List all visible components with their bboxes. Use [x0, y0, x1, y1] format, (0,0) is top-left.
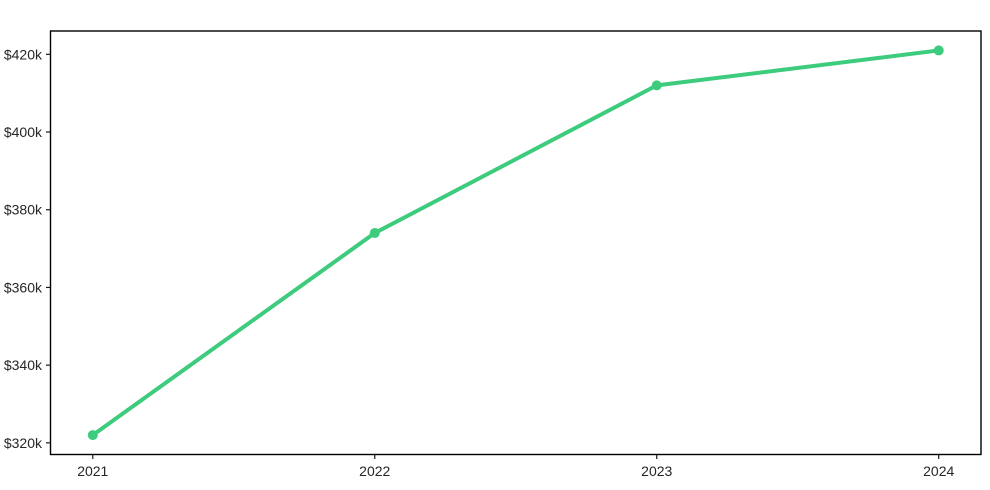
y-tick-label: $380k [4, 202, 43, 218]
plot-frame [49, 30, 982, 456]
data-point-marker [651, 80, 662, 91]
x-tick-label: 2023 [641, 463, 672, 479]
data-point-marker [933, 45, 944, 56]
median-home-value-line [90, 48, 941, 438]
y-tick-label: $360k [4, 279, 43, 295]
y-tick-label: $340k [4, 357, 43, 373]
x-tick-label: 2024 [923, 463, 954, 479]
data-point-marker [87, 430, 98, 441]
y-tick-label: $400k [4, 124, 43, 140]
x-tick-label: 2021 [77, 463, 108, 479]
y-tick-label: $320k [4, 435, 43, 451]
x-tick-label: 2022 [359, 463, 390, 479]
data-point-marker [369, 228, 380, 239]
y-tick-label: $420k [4, 46, 43, 62]
